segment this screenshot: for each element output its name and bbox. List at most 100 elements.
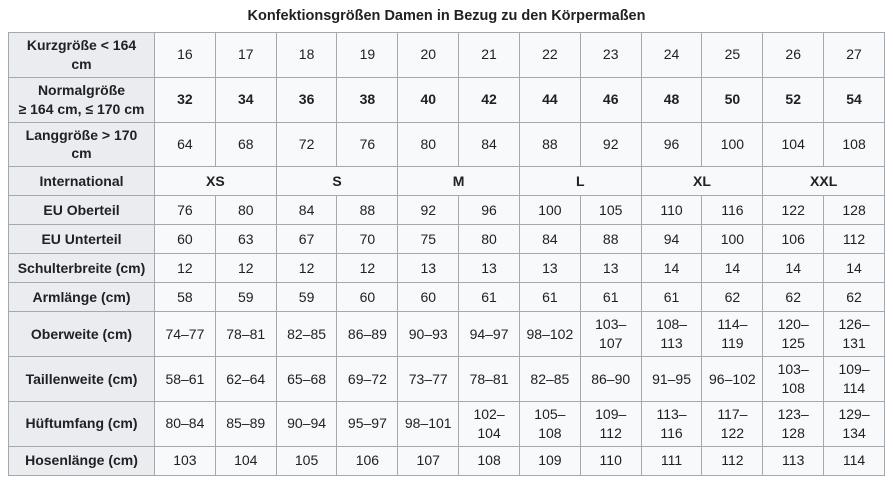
- size-cell: 128: [823, 195, 885, 226]
- size-cell: 114: [823, 445, 885, 476]
- row-label: Hüftumfang (cm): [8, 400, 155, 447]
- size-cell: 67: [275, 224, 338, 255]
- size-cell: 105: [579, 195, 642, 226]
- size-cell: 80–84: [154, 400, 216, 447]
- size-table: Kurzgröße < 164 cm 16 17 18 19 20 21 22 23 24 25 26…: [8, 32, 885, 476]
- size-cell: L: [518, 166, 642, 197]
- size-cell: 84: [275, 195, 338, 226]
- size-cell: 110: [640, 195, 703, 226]
- size-cell: 112: [701, 445, 764, 476]
- size-cell: 61: [640, 282, 703, 313]
- size-cell: 12: [275, 253, 338, 284]
- size-cell: 61: [458, 282, 520, 313]
- size-cell: 40: [397, 76, 460, 123]
- size-cell: 80: [214, 195, 277, 226]
- size-cell: 86–90: [579, 356, 642, 402]
- size-cell: 100: [701, 121, 764, 168]
- size-cell: 104: [214, 445, 277, 476]
- size-cell: 114–119: [701, 311, 764, 358]
- size-cell: 64: [154, 121, 216, 168]
- size-cell: 27: [823, 32, 885, 78]
- size-cell: 12: [214, 253, 277, 284]
- size-cell: 82–85: [518, 356, 581, 402]
- size-cell: 105: [275, 445, 338, 476]
- size-cell: 59: [275, 282, 338, 313]
- size-cell: 42: [458, 76, 520, 123]
- size-cell: 70: [336, 224, 399, 255]
- size-cell: 129–134: [823, 400, 885, 447]
- row-label: Normalgröße ≥ 164 cm, ≤ 170 cm: [8, 76, 155, 123]
- table-row: Schulterbreite (cm) 12 12 12 12 13 13 13 13 14 14 1…: [8, 253, 885, 284]
- size-cell: 26: [762, 32, 825, 78]
- size-cell: 98–101: [397, 400, 460, 447]
- size-cell: 88: [518, 121, 581, 168]
- size-cell: 96: [640, 121, 703, 168]
- row-label: Oberweite (cm): [8, 311, 155, 358]
- size-cell: 94–97: [458, 311, 520, 358]
- size-cell: 74–77: [154, 311, 216, 358]
- table-row: EU Unterteil 60 63 67 70 75 80 84 88 94 100 106 112: [8, 224, 885, 255]
- size-cell: 90–93: [397, 311, 460, 358]
- size-cell: 95–97: [336, 400, 399, 447]
- size-cell: 13: [579, 253, 642, 284]
- size-cell: 90–94: [275, 400, 338, 447]
- size-cell: 60: [154, 224, 216, 255]
- size-cell: 16: [154, 32, 216, 78]
- size-cell: 14: [762, 253, 825, 284]
- size-cell: XS: [154, 166, 277, 197]
- table-row: Langgröße > 170 cm 64 68 72 76 80 84 88 92 96 100 1…: [8, 121, 885, 168]
- size-cell: 62: [823, 282, 885, 313]
- table-body: Kurzgröße < 164 cm 16 17 18 19 20 21 22 23 24 25 26…: [8, 32, 885, 476]
- size-cell: 61: [579, 282, 642, 313]
- size-cell: 91–95: [640, 356, 703, 402]
- size-cell: 12: [154, 253, 216, 284]
- table-row: International XS S M L XL XXL: [8, 166, 885, 197]
- size-cell: 103: [154, 445, 216, 476]
- size-cell: 117–122: [701, 400, 764, 447]
- table-row: Normalgröße ≥ 164 cm, ≤ 170 cm 32 34 36 38 40…: [8, 76, 885, 123]
- size-cell: 96: [458, 195, 520, 226]
- row-label: Hosenlänge (cm): [8, 445, 155, 476]
- size-cell: 72: [275, 121, 338, 168]
- size-cell: 62: [762, 282, 825, 313]
- size-cell: XXL: [762, 166, 885, 197]
- size-cell: 76: [336, 121, 399, 168]
- size-cell: 62–64: [214, 356, 277, 402]
- row-label: Langgröße > 170 cm: [8, 121, 155, 168]
- size-cell: 108: [823, 121, 885, 168]
- size-cell: 122: [762, 195, 825, 226]
- size-cell: 103–108: [762, 356, 825, 402]
- size-cell: 109: [518, 445, 581, 476]
- size-cell: 111: [640, 445, 703, 476]
- size-cell: 20: [397, 32, 460, 78]
- size-cell: 92: [579, 121, 642, 168]
- size-cell: 60: [397, 282, 460, 313]
- size-cell: 88: [579, 224, 642, 255]
- size-cell: 46: [579, 76, 642, 123]
- size-cell: 113–116: [640, 400, 703, 447]
- row-label: EU Unterteil: [8, 224, 155, 255]
- size-cell: 88: [336, 195, 399, 226]
- size-cell: 123–128: [762, 400, 825, 447]
- size-cell: 52: [762, 76, 825, 123]
- size-cell: 108: [458, 445, 520, 476]
- table-row: Kurzgröße < 164 cm 16 17 18 19 20 21 22 23 24 25 26…: [8, 32, 885, 78]
- size-cell: 63: [214, 224, 277, 255]
- row-label: Schulterbreite (cm): [8, 253, 155, 284]
- size-cell: 110: [579, 445, 642, 476]
- size-cell: 18: [275, 32, 338, 78]
- row-label: EU Oberteil: [8, 195, 155, 226]
- size-cell: 80: [397, 121, 460, 168]
- size-cell: 109–112: [579, 400, 642, 447]
- size-cell: 80: [458, 224, 520, 255]
- table-row: Taillenweite (cm) 58–61 62–64 65–68 69–72 73–…: [8, 356, 885, 402]
- size-cell: 126–131: [823, 311, 885, 358]
- size-cell: 34: [214, 76, 277, 123]
- size-cell: 103–107: [579, 311, 642, 358]
- size-cell: 84: [518, 224, 581, 255]
- size-cell: 116: [701, 195, 764, 226]
- size-cell: 44: [518, 76, 581, 123]
- size-cell: 84: [458, 121, 520, 168]
- size-cell: 78–81: [214, 311, 277, 358]
